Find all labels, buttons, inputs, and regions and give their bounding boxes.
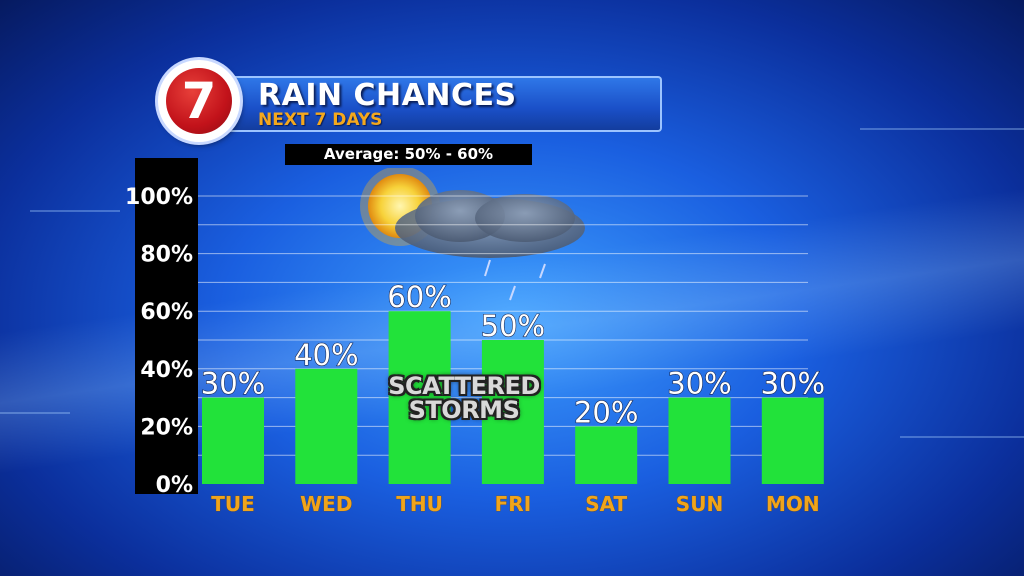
- y-axis-panel: [135, 158, 198, 494]
- annotation-line-2: STORMS: [408, 396, 520, 424]
- value-label-sun: 30%: [667, 367, 731, 401]
- bar-thu: [388, 311, 451, 484]
- category-label-tue: TUE: [211, 492, 255, 516]
- bar-mon: [761, 397, 824, 484]
- y-tick-label: 100%: [125, 185, 193, 210]
- y-tick-label: 60%: [140, 300, 193, 325]
- chart-subtitle: NEXT 7 DAYS: [258, 110, 383, 130]
- category-label-fri: FRI: [495, 492, 532, 516]
- value-label-sat: 20%: [574, 395, 638, 429]
- title-banner: RAIN CHANCES NEXT 7 DAYS: [210, 76, 662, 132]
- value-label-thu: 60%: [387, 280, 451, 314]
- category-label-sun: SUN: [676, 492, 723, 516]
- bar-sat: [575, 426, 638, 484]
- category-label-wed: WED: [300, 492, 352, 516]
- channel-7-logo-icon: 7: [158, 60, 240, 142]
- logo-text: 7: [166, 68, 232, 134]
- y-tick-label: 20%: [140, 415, 193, 440]
- value-label-tue: 30%: [201, 367, 265, 401]
- value-label-wed: 40%: [294, 338, 358, 372]
- value-label-fri: 50%: [481, 309, 545, 343]
- background-line: [900, 436, 1024, 438]
- bar-sun: [668, 397, 731, 484]
- sun-cloud-rain-icon: [360, 168, 585, 301]
- bar-fri: [481, 340, 544, 484]
- scattered-storms-annotation: SCATTERED STORMS: [368, 374, 560, 422]
- background-line: [860, 128, 1024, 130]
- category-label-sat: SAT: [585, 492, 627, 516]
- y-tick-label: 80%: [140, 243, 193, 268]
- annotation-line-1: SCATTERED: [388, 372, 540, 400]
- background-line: [0, 412, 70, 414]
- y-tick-label: 40%: [140, 358, 193, 383]
- bar-tue: [202, 397, 264, 484]
- value-label-mon: 30%: [761, 367, 825, 401]
- category-label-mon: MON: [766, 492, 820, 516]
- category-label-thu: THU: [396, 492, 443, 516]
- y-tick-label: 0%: [156, 473, 193, 498]
- chart-title: RAIN CHANCES: [258, 78, 517, 113]
- background-line: [30, 210, 120, 212]
- bar-wed: [295, 368, 358, 484]
- average-label: Average: 50% - 60%: [285, 144, 532, 165]
